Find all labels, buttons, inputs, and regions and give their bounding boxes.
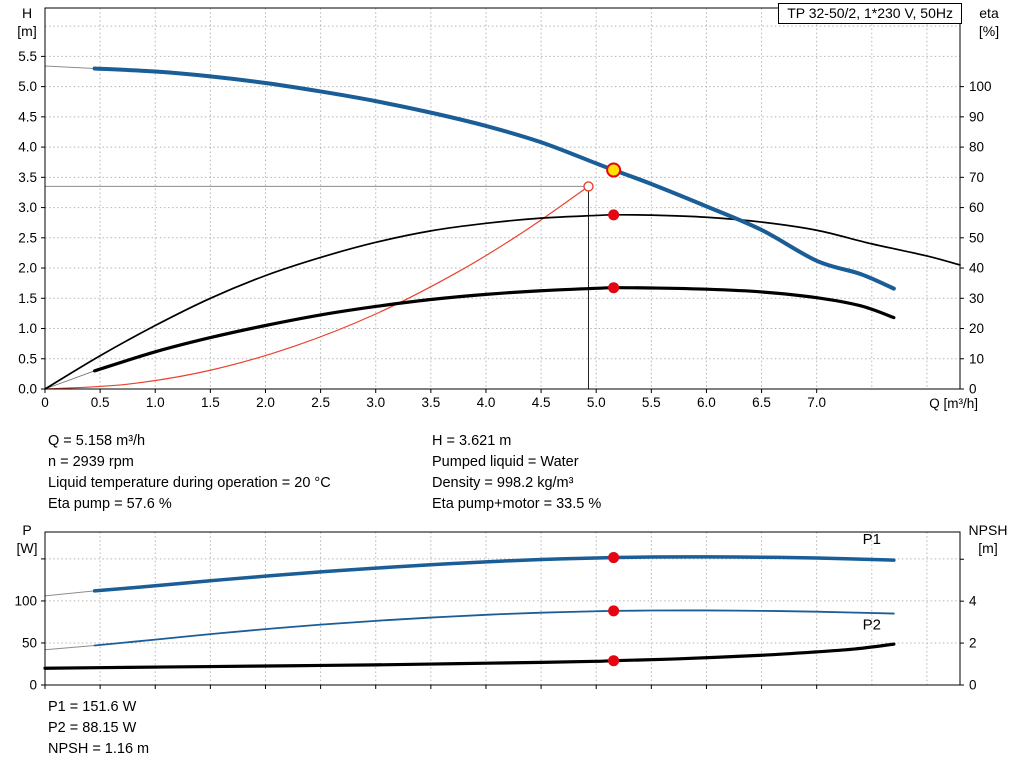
- x-tick-label: 6.5: [752, 395, 771, 410]
- head-axis-symbol: H: [21, 5, 33, 21]
- p1-curve: [92, 555, 896, 593]
- y-left-tick-label: 4.0: [18, 140, 37, 155]
- x-tick-label: 1.5: [201, 395, 220, 410]
- power-axis-symbol: P: [22, 522, 32, 538]
- system-curve: [44, 185, 590, 390]
- npsh-axis-symbol: NPSH: [968, 522, 1008, 538]
- y-right-tick-label: 100: [969, 79, 992, 94]
- series-label-P2: P2: [863, 617, 881, 634]
- x-tick-label: 4.5: [532, 395, 551, 410]
- operating-data-left-column: Q = 5.158 m³/h n = 2939 rpm Liquid tempe…: [48, 431, 331, 515]
- eta-axis-symbol: eta: [979, 5, 999, 21]
- eta-pump-point: [608, 209, 620, 221]
- x-tick-label: 1.0: [146, 395, 165, 410]
- y-left-tick-label: 3.0: [18, 200, 37, 215]
- info-npsh: NPSH = 1.16 m: [48, 741, 150, 757]
- p1-point: [608, 552, 620, 564]
- duty-point: [606, 162, 622, 178]
- info-pumped-liquid: Pumped liquid = Water: [432, 454, 579, 470]
- x-tick-label: 4.0: [477, 395, 496, 410]
- y-right-tick-label: 60: [969, 200, 984, 215]
- head-axis-unit: [m]: [17, 23, 37, 39]
- eta-pump-motor-lead: [44, 370, 96, 390]
- y-left-tick-label: 2.0: [18, 261, 37, 276]
- y-right-tick-label: 20: [969, 321, 984, 336]
- info-density: Density = 998.2 kg/m³: [432, 475, 574, 491]
- y-left-tick-label: 1.0: [18, 321, 37, 336]
- y-right-tick-label: 90: [969, 109, 984, 124]
- y-left-tick-label: 1.5: [18, 291, 37, 306]
- npsh-curve: [43, 642, 896, 670]
- operating-data-right-column: H = 3.621 m Pumped liquid = Water Densit…: [432, 431, 601, 515]
- y-left-tick-label: 4.5: [18, 109, 37, 124]
- npsh-axis-title: NPSH [m]: [958, 521, 1018, 557]
- info-p1: P1 = 151.6 W: [48, 699, 137, 715]
- info-p2: P2 = 88.15 W: [48, 720, 137, 736]
- chart-frame: [44, 531, 961, 686]
- p2-curve: [93, 609, 895, 647]
- x-tick-label: 2.5: [311, 395, 330, 410]
- p2-point: [608, 605, 620, 617]
- npsh-axis-unit: [m]: [978, 540, 998, 556]
- x-tick-label: 6.0: [697, 395, 716, 410]
- y-right-tick-label: 40: [969, 261, 984, 276]
- info-speed: n = 2939 rpm: [48, 454, 134, 470]
- power-axis-title: P [W]: [8, 521, 46, 557]
- power-data-column: P1 = 151.6 W P2 = 88.15 W NPSH = 1.16 m: [48, 697, 149, 760]
- eta-pump-curve: [44, 213, 961, 390]
- p1-curve-lead: [44, 590, 96, 597]
- y-right-tick-label: 0: [969, 678, 977, 693]
- system-intersection-point: [583, 181, 594, 192]
- power-axis-unit: [W]: [16, 540, 38, 556]
- eta-pump-motor-curve: [93, 286, 896, 373]
- y-left-tick-label: 5.0: [18, 79, 37, 94]
- y-left-tick-label: 5.5: [18, 49, 37, 64]
- y-left-tick-label: 50: [22, 635, 37, 650]
- x-tick-label: 3.0: [366, 395, 385, 410]
- head-curve-lead: [44, 65, 96, 69]
- info-flow: Q = 5.158 m³/h: [48, 433, 146, 449]
- pump-title-box: TP 32-50/2, 1*230 V, 50Hz: [778, 3, 962, 24]
- head-axis-title: H [m]: [8, 4, 46, 40]
- p2-curve-lead: [44, 644, 96, 651]
- info-head: H = 3.621 m: [432, 433, 512, 449]
- eta-axis-title: eta [%]: [966, 4, 1012, 40]
- x-tick-label: 0: [41, 395, 49, 410]
- y-right-tick-label: 30: [969, 291, 984, 306]
- info-eta-pump-motor: Eta pump+motor = 33.5 %: [432, 496, 602, 512]
- y-left-tick-label: 3.5: [18, 170, 37, 185]
- x-tick-label: 5.5: [642, 395, 661, 410]
- eta-pump-motor-point: [608, 282, 620, 294]
- y-right-tick-label: 70: [969, 170, 984, 185]
- x-tick-label: 0.5: [91, 395, 110, 410]
- y-right-tick-label: 0: [969, 382, 977, 397]
- y-left-tick-label: 100: [14, 593, 37, 608]
- y-right-tick-label: 50: [969, 230, 984, 245]
- y-right-tick-label: 4: [969, 594, 977, 609]
- x-tick-label: 7.0: [807, 395, 826, 410]
- x-tick-label: 3.5: [421, 395, 440, 410]
- npsh-point: [608, 655, 620, 667]
- chart-frame: [44, 7, 961, 390]
- y-left-tick-label: 0.0: [18, 382, 37, 397]
- y-left-tick-label: 0: [29, 678, 37, 693]
- y-right-tick-label: 10: [969, 351, 984, 366]
- head-curve: [92, 66, 896, 291]
- x-axis-unit-label: Q [m³/h]: [929, 396, 978, 411]
- series-label-P1: P1: [863, 531, 881, 548]
- info-liquid-temperature: Liquid temperature during operation = 20…: [48, 475, 331, 491]
- y-left-tick-label: 0.5: [18, 351, 37, 366]
- y-right-tick-label: 80: [969, 140, 984, 155]
- x-tick-label: 2.0: [256, 395, 275, 410]
- x-tick-label: 5.0: [587, 395, 606, 410]
- y-left-tick-label: 2.5: [18, 230, 37, 245]
- eta-axis-unit: [%]: [978, 23, 1000, 39]
- info-eta-pump: Eta pump = 57.6 %: [48, 496, 172, 512]
- y-right-tick-label: 2: [969, 636, 977, 651]
